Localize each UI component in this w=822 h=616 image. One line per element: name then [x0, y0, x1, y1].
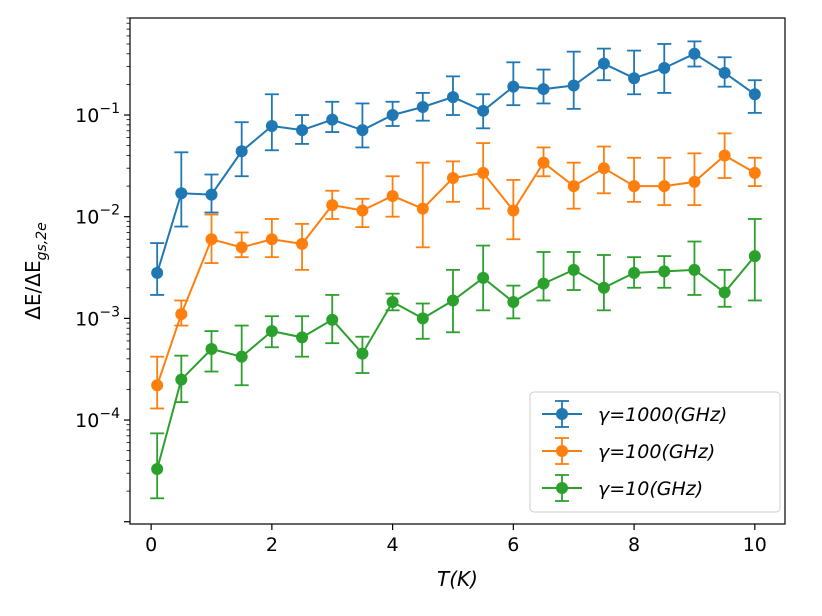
legend-label: γ=1000(GHz)	[598, 404, 727, 426]
legend-marker	[556, 408, 568, 420]
data-point	[477, 166, 490, 179]
data-point	[628, 72, 641, 85]
data-point	[296, 124, 309, 137]
data-point	[718, 66, 731, 79]
y-tick-label: 10−3	[75, 304, 120, 330]
x-tick-label: 6	[507, 534, 519, 556]
x-axis-ticks: 0 2 4 6 8 10	[145, 524, 767, 556]
plot-frame	[129, 17, 786, 525]
data-point	[326, 199, 339, 212]
data-point	[507, 80, 520, 93]
data-point	[597, 57, 610, 70]
data-point	[326, 113, 339, 126]
x-tick-label: 4	[387, 534, 399, 556]
data-point	[416, 202, 429, 215]
data-point	[265, 233, 278, 246]
data-point	[235, 350, 248, 363]
legend-label: γ=100(GHz)	[598, 441, 715, 463]
data-point	[151, 463, 164, 476]
data-point	[658, 180, 671, 193]
data-point	[688, 263, 701, 276]
data-point	[567, 263, 580, 276]
x-tick-label: 8	[628, 534, 640, 556]
series-2	[150, 218, 762, 500]
data-point	[416, 100, 429, 113]
data-point	[537, 277, 550, 290]
data-point	[658, 265, 671, 278]
data-point	[567, 180, 580, 193]
data-point	[265, 119, 278, 132]
x-tick-label: 10	[743, 534, 767, 556]
data-point	[597, 162, 610, 175]
data-point	[628, 266, 641, 279]
data-point	[205, 233, 218, 246]
data-point	[446, 91, 459, 104]
y-tick-label: 10−1	[75, 101, 120, 127]
data-point	[205, 342, 218, 355]
legend-marker	[556, 482, 568, 494]
series-1	[150, 132, 762, 410]
data-point	[265, 325, 278, 338]
data-point	[718, 286, 731, 299]
data-point	[205, 188, 218, 201]
data-point	[748, 250, 761, 263]
data-point	[416, 312, 429, 325]
data-point	[718, 149, 731, 162]
data-point	[326, 313, 339, 326]
x-tick-label: 0	[145, 534, 157, 556]
data-point	[446, 172, 459, 185]
data-point	[507, 204, 520, 217]
data-point	[688, 175, 701, 188]
data-point	[175, 187, 188, 200]
data-point	[748, 88, 761, 101]
data-point	[296, 237, 309, 250]
data-point	[386, 189, 399, 202]
data-point	[597, 281, 610, 294]
data-layer	[150, 40, 762, 500]
data-point	[567, 79, 580, 92]
series-0	[150, 40, 762, 296]
data-point	[748, 166, 761, 179]
legend-entry: γ=100(GHz)	[542, 437, 715, 465]
data-point	[477, 271, 490, 284]
data-point	[386, 295, 399, 308]
data-point	[477, 104, 490, 117]
data-point	[628, 180, 641, 193]
legend-marker	[556, 445, 568, 457]
legend: γ=1000(GHz) γ=100(GHz) γ=10(GHz)	[529, 391, 781, 513]
data-point	[688, 47, 701, 60]
y-axis-label: ΔE/ΔEgs,2e	[21, 222, 50, 320]
data-point	[235, 145, 248, 158]
data-point	[507, 295, 520, 308]
data-point	[537, 83, 550, 96]
data-point	[537, 156, 550, 169]
legend-label: γ=10(GHz)	[598, 478, 703, 500]
x-tick-label: 2	[266, 534, 278, 556]
y-tick-label: 10−2	[75, 203, 120, 229]
data-point	[356, 124, 369, 137]
data-point	[175, 373, 188, 386]
data-point	[235, 241, 248, 254]
data-point	[151, 379, 164, 392]
legend-box	[529, 391, 781, 513]
legend-entry: γ=10(GHz)	[542, 474, 703, 502]
x-axis-label: T(K)	[437, 567, 478, 591]
legend-entry: γ=1000(GHz)	[542, 400, 727, 428]
y-tick-label: 10−4	[75, 406, 120, 432]
y-axis-ticks: 10−4 10−3 10−2 10−1	[75, 17, 130, 523]
data-point	[175, 308, 188, 321]
data-point	[356, 204, 369, 217]
data-point	[296, 331, 309, 344]
data-point	[151, 266, 164, 279]
data-point	[356, 347, 369, 360]
data-point	[658, 62, 671, 75]
data-point	[386, 109, 399, 122]
data-point	[446, 294, 459, 307]
